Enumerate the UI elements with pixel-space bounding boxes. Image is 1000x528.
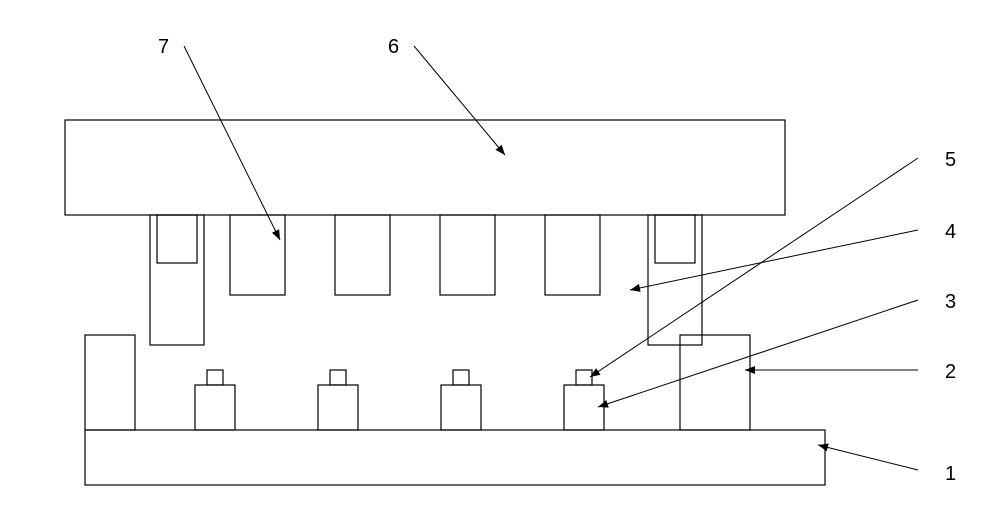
pillar-step-2 [655, 215, 695, 263]
lower-block-2 [318, 385, 358, 430]
pillar-step-1 [157, 215, 197, 263]
upper-tooth-3 [440, 215, 495, 295]
lower-block-4 [564, 385, 604, 430]
pillar-outer-2 [648, 215, 702, 345]
label-7: 7 [158, 36, 169, 58]
upper-tooth-2 [335, 215, 390, 295]
nub-4 [576, 370, 592, 385]
lower-block-3 [441, 385, 481, 430]
nub-1 [207, 370, 223, 385]
label-1: 1 [945, 463, 956, 485]
lower-side-block-left [85, 335, 135, 430]
label-6: 6 [388, 36, 399, 58]
nub-2 [330, 370, 346, 385]
top-plate [65, 120, 785, 215]
label-5: 5 [945, 149, 956, 171]
lower-block-1 [195, 385, 235, 430]
label-3: 3 [945, 291, 956, 313]
label-2: 2 [945, 361, 956, 383]
base-plate [85, 430, 825, 485]
upper-tooth-4 [545, 215, 600, 295]
lower-side-block-right [680, 335, 750, 430]
pillar-outer-1 [150, 215, 204, 345]
upper-tooth-1 [230, 215, 285, 295]
label-4: 4 [945, 221, 956, 243]
nub-3 [453, 370, 469, 385]
